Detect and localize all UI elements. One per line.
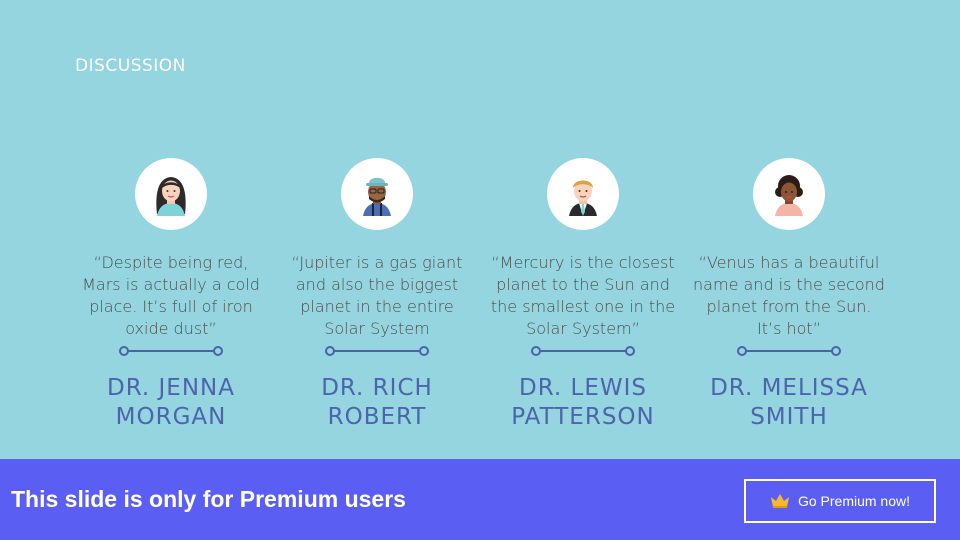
woman-avatar-icon [156,177,186,216]
speaker-name-line1: DR. JENNA [107,375,235,401]
speaker-card-jenna: “Despite being red, Mars is actually a c… [66,158,276,432]
speaker-name-line2: MORGAN [115,404,227,430]
speaker-name: DR. LEWIS PATTERSON [478,374,688,432]
premium-banner-text: This slide is only for Premium users [11,486,406,512]
speaker-name: DR. JENNA MORGAN [66,374,276,432]
avatar [341,158,413,230]
speaker-card-rich: “Jupiter is a gas giant and also the big… [272,158,482,432]
speaker-name-line2: PATTERSON [511,404,655,430]
speaker-quote: “Venus has a beautiful name and is the s… [693,253,885,338]
crown-icon [770,494,789,508]
speaker-name-line2: SMITH [750,404,828,430]
speaker-name-line1: DR. MELISSA [710,375,868,401]
speaker-quote: “Despite being red, Mars is actually a c… [82,253,260,338]
divider [325,346,429,356]
speaker-name-line1: DR. RICH [321,375,433,401]
avatar [753,158,825,230]
man-hat-avatar-icon [363,177,391,216]
speaker-name-line1: DR. LEWIS [519,375,647,401]
speaker-name-line2: ROBERT [327,404,427,430]
man-tie-avatar-icon [569,180,597,216]
go-premium-button[interactable]: Go Premium now! [744,479,936,523]
speaker-name: DR. RICH ROBERT [272,374,482,432]
speaker-quote: “Mercury is the closest planet to the Su… [490,253,676,338]
divider [531,346,635,356]
divider [119,346,223,356]
avatar [135,158,207,230]
speaker-name: DR. MELISSA SMITH [684,374,894,432]
woman-curly-avatar-icon [775,175,803,216]
avatar [547,158,619,230]
divider [737,346,841,356]
slide-title: DISCUSSION [75,56,186,76]
speaker-card-lewis: “Mercury is the closest planet to the Su… [478,158,688,432]
premium-banner: This slide is only for Premium users Go … [0,459,960,540]
speaker-card-melissa: “Venus has a beautiful name and is the s… [684,158,894,432]
go-premium-label: Go Premium now! [797,493,911,509]
speaker-quote: “Jupiter is a gas giant and also the big… [291,253,463,338]
